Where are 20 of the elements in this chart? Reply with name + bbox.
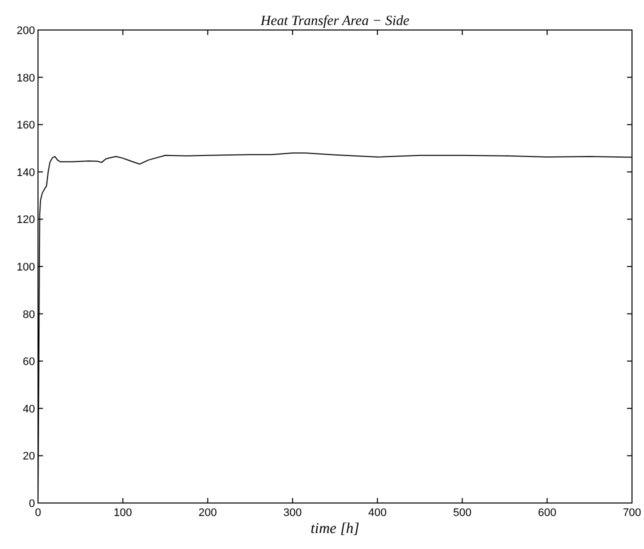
- chart-title: Heat Transfer Area − Side: [260, 14, 410, 29]
- x-tick-label: 700: [622, 507, 642, 519]
- x-tick-label: 500: [453, 507, 472, 519]
- x-axis-title: time [h]: [310, 521, 360, 537]
- y-tick-label: 120: [16, 214, 35, 226]
- x-tick-label: 600: [538, 507, 556, 519]
- x-tick-label: 100: [114, 507, 132, 519]
- y-tick-label: 60: [22, 356, 35, 368]
- y-tick-label: 40: [22, 403, 35, 416]
- y-tick-label: 200: [16, 25, 35, 37]
- y-tick-label: 20: [22, 450, 35, 463]
- y-tick-label: 180: [16, 72, 35, 84]
- y-tick-label: 80: [22, 308, 35, 321]
- y-tick-label: 160: [16, 120, 35, 132]
- y-tick-label: 140: [16, 166, 35, 179]
- y-tick-label: 0: [28, 498, 35, 510]
- x-tick-label: 400: [368, 507, 387, 519]
- x-tick-label: 300: [283, 507, 302, 519]
- y-tick-label: 100: [16, 262, 35, 274]
- x-tick-label: 200: [198, 507, 217, 519]
